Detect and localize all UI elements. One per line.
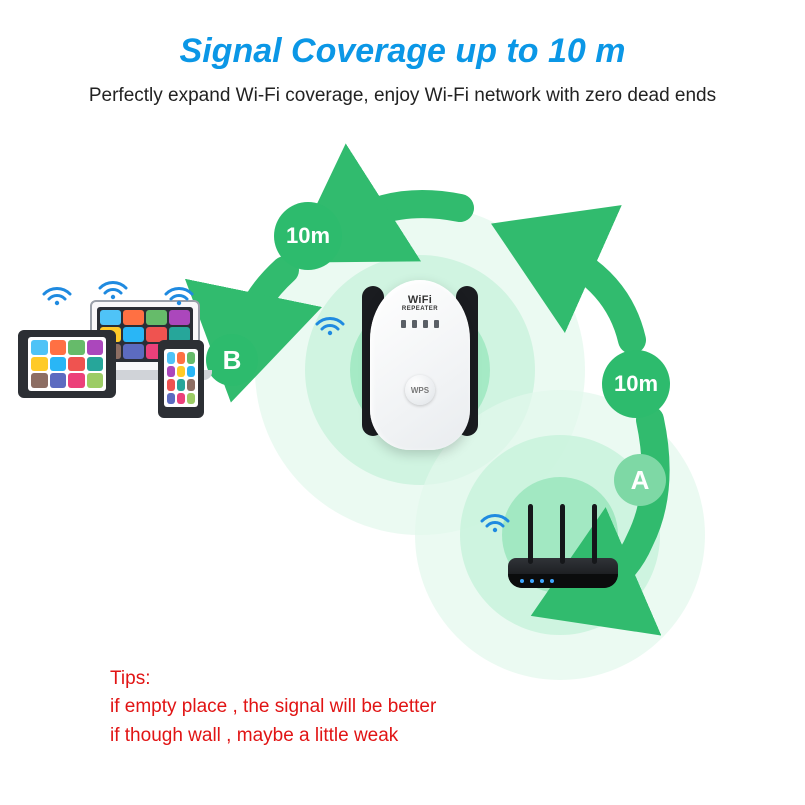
device-tablet xyxy=(18,330,116,398)
app-icon xyxy=(167,352,175,364)
flow-arrow xyxy=(348,204,460,225)
app-icon xyxy=(50,373,67,388)
app-icon xyxy=(50,340,67,355)
repeater-wps-button: WPS xyxy=(405,375,435,405)
app-icon xyxy=(177,379,185,391)
tips-block: Tips: if empty place , the signal will b… xyxy=(110,665,436,751)
flow-arrow xyxy=(555,252,632,340)
app-icon xyxy=(177,366,185,378)
app-icon xyxy=(100,310,121,325)
app-icon xyxy=(177,352,185,364)
tips-line-1: if empty place , the signal will be bett… xyxy=(110,693,436,722)
app-icon xyxy=(68,340,85,355)
app-icon xyxy=(31,340,48,355)
app-icon xyxy=(167,379,175,391)
wifi-router xyxy=(498,498,628,588)
app-icon xyxy=(146,310,167,325)
app-icon xyxy=(87,373,104,388)
flow-arrow xyxy=(245,270,285,334)
tips-heading: Tips: xyxy=(110,665,436,694)
repeater-label-bottom: REPEATER xyxy=(370,306,470,312)
app-icon xyxy=(123,327,144,342)
app-icon xyxy=(167,366,175,378)
wifi-signal-icon xyxy=(40,278,74,306)
app-icon xyxy=(50,357,67,372)
app-icon xyxy=(31,357,48,372)
tips-line-2: if though wall , maybe a little weak xyxy=(110,722,436,751)
app-icon xyxy=(187,352,195,364)
app-icon xyxy=(187,393,195,405)
app-icon xyxy=(187,379,195,391)
app-icon xyxy=(167,393,175,405)
badge-10m-top: 10m xyxy=(274,202,342,270)
router-antenna xyxy=(560,504,565,564)
app-icon xyxy=(169,310,190,325)
app-icon xyxy=(177,393,185,405)
wifi-signal-icon xyxy=(162,278,196,306)
app-icon xyxy=(87,357,104,372)
device-phone xyxy=(158,340,204,418)
wifi-signal-icon xyxy=(313,308,347,336)
badge-10m-right: 10m xyxy=(602,350,670,418)
app-icon xyxy=(123,310,144,325)
app-icon xyxy=(87,340,104,355)
wifi-repeater-device: WiFi REPEATER WPS xyxy=(360,280,480,460)
wifi-signal-icon xyxy=(96,272,130,300)
app-icon xyxy=(31,373,48,388)
app-icon xyxy=(187,366,195,378)
repeater-label-top: WiFi xyxy=(370,294,470,306)
router-antenna xyxy=(592,504,597,564)
app-icon xyxy=(123,344,144,359)
app-icon xyxy=(68,373,85,388)
client-devices xyxy=(18,300,228,420)
app-icon xyxy=(68,357,85,372)
router-antenna xyxy=(528,504,533,564)
